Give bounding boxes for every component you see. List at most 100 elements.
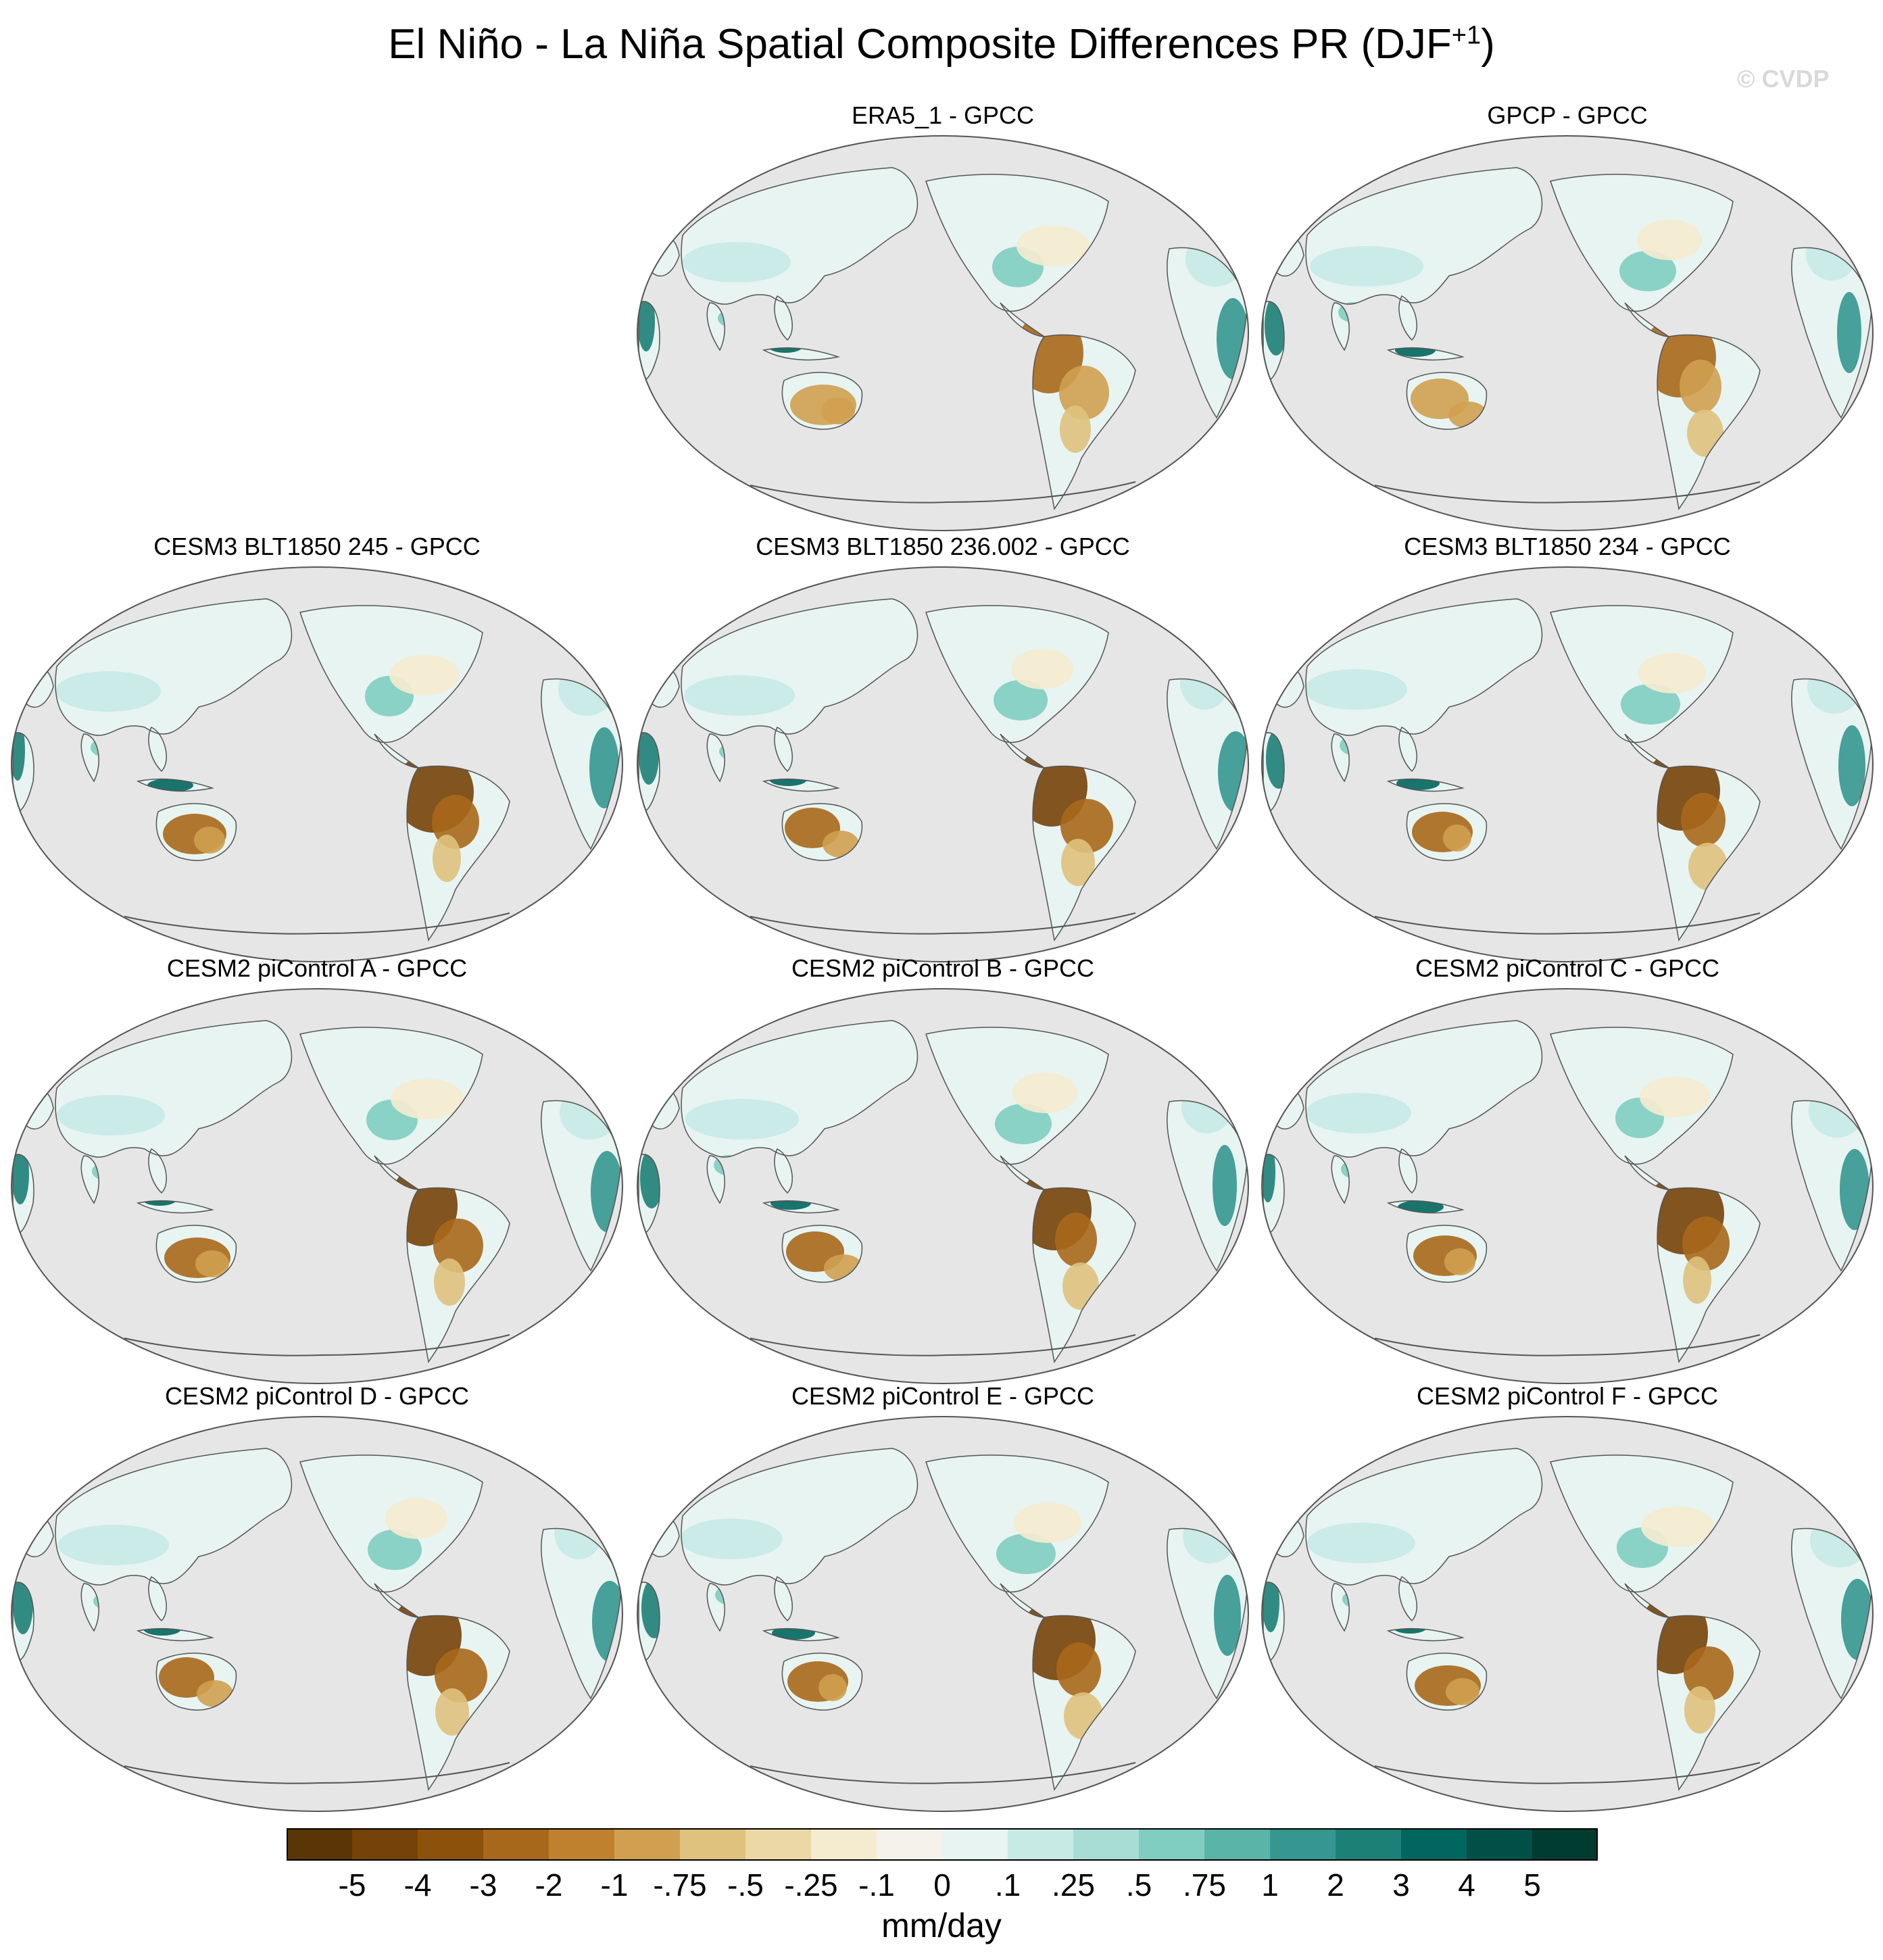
coastline <box>1386 778 1465 792</box>
colorbar-swatch <box>680 1828 746 1861</box>
colorbar-tick-label: -5 <box>338 1867 366 1903</box>
precip-anomaly <box>995 1104 1052 1144</box>
colorbar-tick-label: .75 <box>1183 1867 1226 1903</box>
coastline <box>774 295 793 341</box>
colorbar-tick-label: 4 <box>1458 1867 1475 1903</box>
map-border <box>637 1416 1249 1812</box>
panel-title: GPCP - GPCC <box>1487 101 1648 129</box>
precip-anomaly <box>1444 1248 1475 1275</box>
coastline <box>1406 1225 1488 1283</box>
precip-anomaly <box>1619 251 1676 291</box>
land-seasia <box>774 1577 793 1621</box>
land-seasia <box>1398 727 1417 771</box>
precip-anomaly <box>1837 292 1861 373</box>
coastline <box>1386 347 1465 361</box>
precip-anomaly <box>1404 1055 1532 1089</box>
coastline <box>80 1155 99 1204</box>
coastline <box>774 726 793 773</box>
precip-anomaly <box>150 1477 269 1511</box>
land-antarctica <box>1374 912 1761 935</box>
coastline <box>774 1575 793 1622</box>
colorbar-swatch <box>287 1828 353 1861</box>
colorbar-tick-label: -1 <box>600 1867 629 1903</box>
coastline <box>1331 1155 1350 1204</box>
precip-anomaly <box>1621 684 1680 725</box>
land-seasia <box>774 727 793 771</box>
coastline <box>706 1583 725 1632</box>
coastline <box>1550 174 1734 312</box>
colorbar-swatch <box>1270 1828 1336 1861</box>
map-panel: CESM2 piControl F - GPCC <box>1260 1382 1875 1815</box>
precip-anomaly <box>1446 1678 1480 1705</box>
coastline <box>1550 1454 1734 1593</box>
land-antarctica <box>750 481 1136 504</box>
coastline <box>1398 295 1417 341</box>
precip-anomaly <box>1011 649 1073 689</box>
precip-anomaly <box>368 1529 422 1570</box>
precip-anomaly <box>680 1519 783 1559</box>
precip-anomaly <box>684 675 795 716</box>
precip-anomaly <box>1059 366 1109 420</box>
coastline <box>1791 1100 1872 1272</box>
coastline <box>1167 1100 1248 1272</box>
precip-anomaly <box>996 1534 1056 1574</box>
coastline <box>1791 678 1872 850</box>
precip-anomaly <box>154 633 281 667</box>
precip-anomaly <box>821 397 855 424</box>
map-panel: CESM2 piControl B - GPCC <box>635 954 1250 1387</box>
map-panel: CESM2 piControl A - GPCC <box>9 954 625 1387</box>
colorbar-swatch <box>549 1828 615 1861</box>
coastline <box>1167 1527 1248 1700</box>
map-border <box>1261 566 1874 962</box>
world-map <box>1261 1416 1874 1812</box>
coastline <box>1791 247 1872 419</box>
land-africa <box>1791 679 1872 849</box>
land-africa <box>1167 1528 1247 1698</box>
colorbar-swatch <box>745 1828 812 1861</box>
precip-anomaly <box>1681 793 1726 847</box>
precip-anomaly <box>1443 825 1471 852</box>
coastline <box>762 1627 840 1642</box>
main-title: El Niño - La Niña Spatial Composite Diff… <box>388 21 1495 68</box>
coastline <box>681 1448 919 1586</box>
coastline <box>1032 765 1136 941</box>
precip-anomaly <box>58 1525 169 1565</box>
coastline <box>55 1020 293 1158</box>
coastline <box>1305 1020 1543 1158</box>
land-antarctica <box>750 1762 1136 1784</box>
coastline <box>762 1200 840 1214</box>
coastline <box>1398 1148 1417 1194</box>
map-border <box>11 1416 623 1812</box>
coastline <box>155 1225 237 1283</box>
land-antarctica <box>1374 481 1761 504</box>
colorbar-tick-label: -.25 <box>784 1867 838 1903</box>
coastline <box>1550 1027 1734 1165</box>
coastline <box>1032 1615 1136 1791</box>
map-border <box>11 566 623 962</box>
coastline <box>1032 1187 1136 1363</box>
map-border <box>1261 135 1874 531</box>
map-panel: CESM3 BLT1850 234 - GPCC <box>1260 533 1875 965</box>
colorbar-swatch <box>811 1828 877 1861</box>
colorbar-units: mm/day <box>881 1907 1002 1944</box>
panel-title: CESM3 BLT1850 234 - GPCC <box>1404 533 1731 560</box>
world-map <box>1261 988 1874 1384</box>
land-antarctica <box>124 912 510 935</box>
precip-anomaly <box>1399 1475 1515 1509</box>
coastline <box>706 1155 725 1204</box>
colorbar-tick-label: 3 <box>1392 1867 1410 1903</box>
land-seasia <box>1398 296 1417 340</box>
watermark: © CVDP <box>1737 65 1830 93</box>
map-panel: GPCP - GPCC <box>1260 101 1875 534</box>
precip-anomaly <box>1838 725 1865 806</box>
precip-anomaly <box>776 627 895 661</box>
precip-anomaly <box>1213 1145 1237 1226</box>
panel-title: CESM2 piControl E - GPCC <box>791 1382 1095 1410</box>
coastline <box>1406 1652 1488 1711</box>
precip-anomaly <box>195 1250 229 1277</box>
colorbar-tick-label: -2 <box>535 1867 563 1903</box>
land-seasia <box>1398 1577 1417 1621</box>
precip-anomaly <box>639 291 655 351</box>
map-border <box>11 988 623 1384</box>
precip-anomaly <box>1060 799 1113 853</box>
